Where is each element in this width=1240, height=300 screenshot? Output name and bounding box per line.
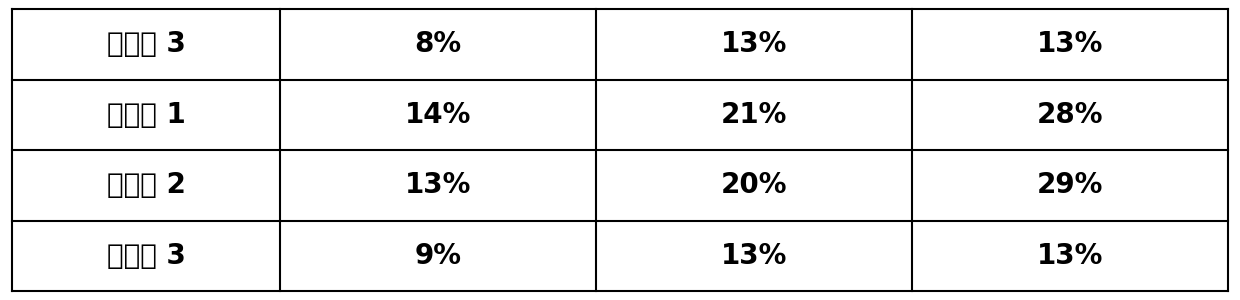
Text: 13%: 13% <box>720 30 787 58</box>
Text: 13%: 13% <box>720 242 787 270</box>
Text: 对比例 3: 对比例 3 <box>107 242 186 270</box>
Text: 13%: 13% <box>1037 30 1102 58</box>
Text: 13%: 13% <box>404 171 471 199</box>
Text: 28%: 28% <box>1037 101 1102 129</box>
Text: 实施例 3: 实施例 3 <box>107 30 186 58</box>
Text: 21%: 21% <box>720 101 787 129</box>
Text: 29%: 29% <box>1037 171 1102 199</box>
Text: 对比例 1: 对比例 1 <box>107 101 186 129</box>
Text: 20%: 20% <box>720 171 787 199</box>
Text: 对比例 2: 对比例 2 <box>107 171 186 199</box>
Text: 13%: 13% <box>1037 242 1102 270</box>
Text: 8%: 8% <box>414 30 461 58</box>
Text: 9%: 9% <box>414 242 461 270</box>
Text: 14%: 14% <box>404 101 471 129</box>
